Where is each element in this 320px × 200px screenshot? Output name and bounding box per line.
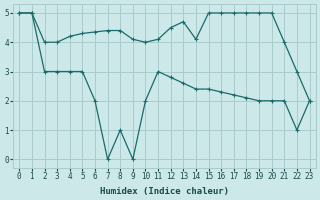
X-axis label: Humidex (Indice chaleur): Humidex (Indice chaleur) xyxy=(100,187,229,196)
